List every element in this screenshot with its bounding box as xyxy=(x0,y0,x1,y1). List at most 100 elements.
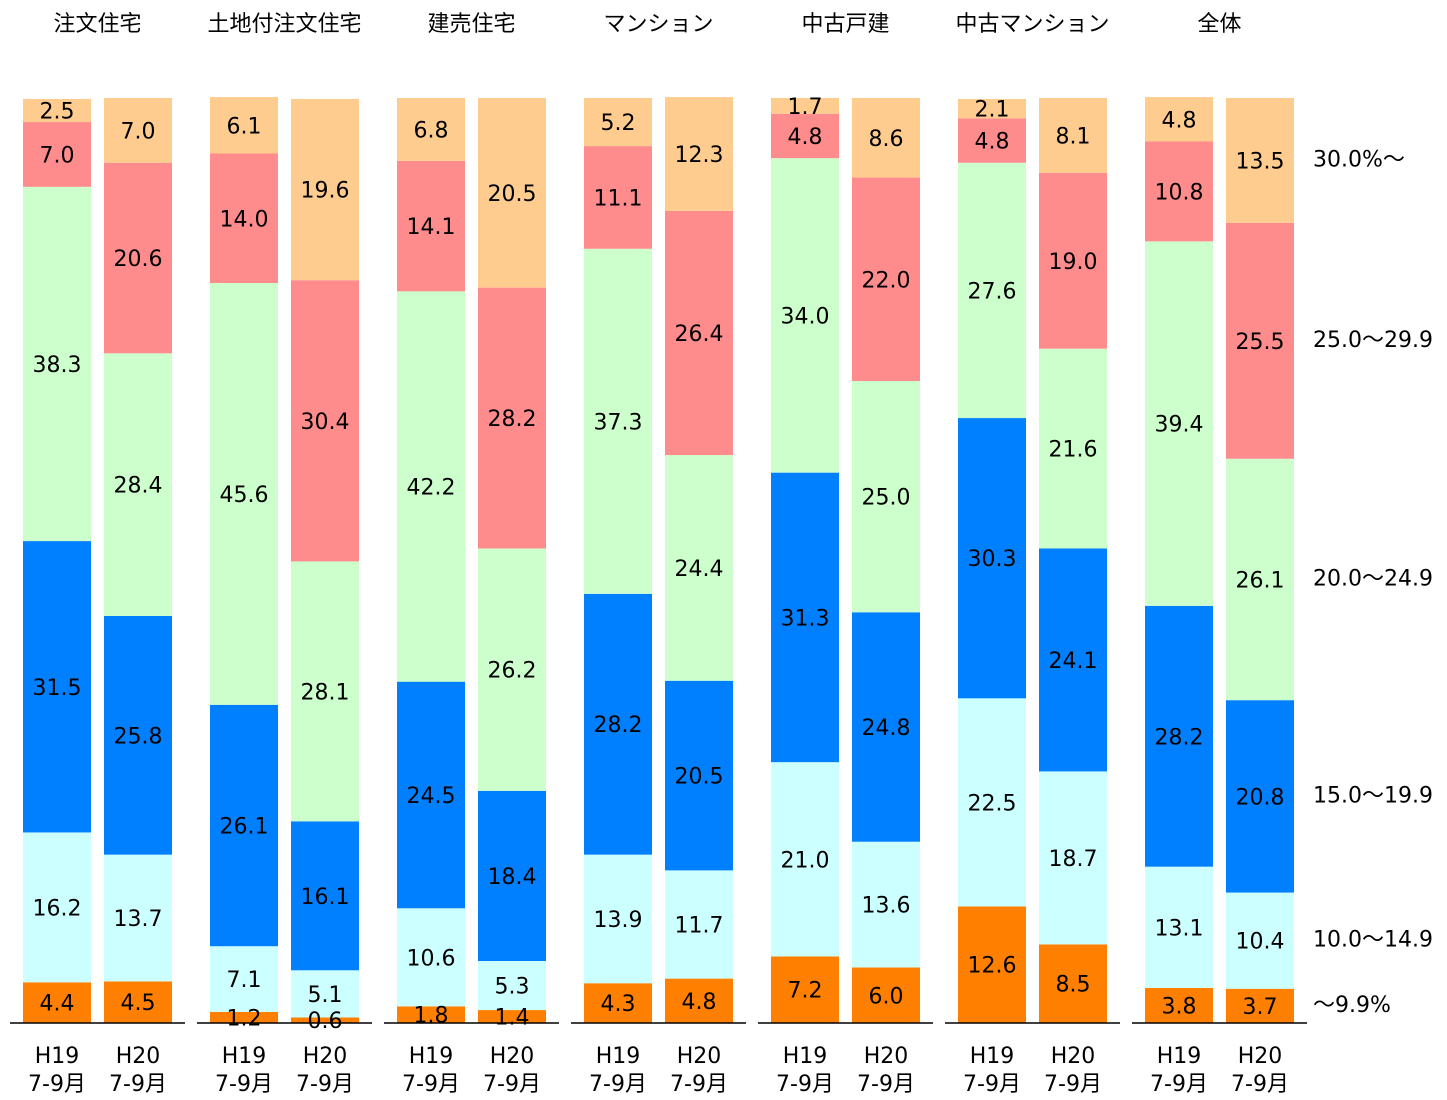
value-label: 19.0 xyxy=(1049,250,1098,275)
x-tick-label: H20 xyxy=(116,1044,161,1069)
legend-label: 30.0%～ xyxy=(1313,147,1405,172)
value-label: 10.4 xyxy=(1236,930,1285,955)
bar-segment xyxy=(1226,892,1294,989)
bar-segment xyxy=(958,162,1026,419)
value-label: 13.5 xyxy=(1236,149,1285,174)
value-label: 6.8 xyxy=(414,118,449,143)
x-tick-label: H20 xyxy=(677,1044,722,1069)
x-tick-label: H20 xyxy=(1238,1044,1283,1069)
legend-label: ～9.9% xyxy=(1313,993,1391,1018)
bar-segment xyxy=(291,561,359,822)
bar-segment xyxy=(1039,771,1107,945)
value-label: 1.7 xyxy=(788,95,823,120)
bar-segment xyxy=(584,593,652,855)
value-label: 8.1 xyxy=(1056,124,1091,149)
value-label: 19.6 xyxy=(301,179,350,204)
value-label: 1.4 xyxy=(495,1006,530,1031)
x-tick-label: 7-9月 xyxy=(296,1072,354,1097)
bar-segment xyxy=(852,841,920,968)
x-tick-label: H19 xyxy=(783,1044,828,1069)
bar-segment xyxy=(665,870,733,979)
value-label: 14.0 xyxy=(220,207,269,232)
bar-segment xyxy=(771,113,839,159)
bar-segment xyxy=(397,160,465,292)
bar-segment xyxy=(478,1010,546,1023)
x-tick-label: 7-9月 xyxy=(402,1072,460,1097)
bar-segment xyxy=(104,162,172,354)
bar-segment xyxy=(771,762,839,957)
bar-segment xyxy=(1145,987,1213,1023)
group-title: 中古マンション xyxy=(955,12,1109,37)
bar-segment xyxy=(23,832,91,983)
legend-label: 25.0～29.9 xyxy=(1313,328,1433,353)
bar-segment xyxy=(1145,141,1213,242)
bar-segment xyxy=(23,186,91,542)
value-label: 4.4 xyxy=(40,992,75,1017)
bar-segment xyxy=(958,98,1026,119)
value-label: 20.6 xyxy=(114,247,163,272)
bar-segment xyxy=(397,908,465,1007)
x-tick-label: 7-9月 xyxy=(857,1072,915,1097)
bar-segment xyxy=(1145,241,1213,606)
bar-segment xyxy=(771,472,839,763)
group-title: 土地付注文住宅 xyxy=(207,12,361,37)
value-label: 37.3 xyxy=(594,410,643,435)
bar-segment xyxy=(291,970,359,1018)
bar-segment xyxy=(1226,98,1294,223)
bar-segment xyxy=(210,97,278,154)
legend-label: 15.0～19.9 xyxy=(1313,783,1433,808)
x-tick-label: H20 xyxy=(864,1044,909,1069)
value-label: 26.1 xyxy=(1236,568,1285,593)
x-tick-label: 7-9月 xyxy=(963,1072,1021,1097)
value-label: 28.2 xyxy=(488,407,537,432)
bar-segment xyxy=(397,291,465,682)
x-tick-label: H19 xyxy=(35,1044,80,1069)
value-label: 26.2 xyxy=(488,659,537,684)
bar-segment xyxy=(665,978,733,1023)
value-label: 25.5 xyxy=(1236,330,1285,355)
value-label: 24.4 xyxy=(675,557,724,582)
bar-segment xyxy=(771,98,839,114)
bar-segment xyxy=(1145,866,1213,988)
bar-segment xyxy=(478,287,546,549)
bar-segment xyxy=(210,704,278,947)
value-label: 24.8 xyxy=(862,716,911,741)
bar-segment xyxy=(210,153,278,283)
value-label: 2.5 xyxy=(40,99,75,124)
value-label: 16.2 xyxy=(33,896,82,921)
bar-segment xyxy=(210,283,278,705)
bar-segment xyxy=(23,982,91,1023)
value-label: 6.1 xyxy=(227,114,262,139)
bar-segment xyxy=(397,98,465,161)
bar-segment xyxy=(1039,348,1107,549)
x-tick-label: 7-9月 xyxy=(1150,1072,1208,1097)
x-tick-label: 7-9月 xyxy=(776,1072,834,1097)
value-label: 13.6 xyxy=(862,894,911,919)
bar-segment xyxy=(852,381,920,613)
bar-segment xyxy=(1226,458,1294,701)
value-label: 1.2 xyxy=(227,1006,262,1031)
bar-segment xyxy=(852,177,920,382)
bar-segment xyxy=(397,681,465,909)
value-label: 38.3 xyxy=(33,353,82,378)
bar-segment xyxy=(478,961,546,1011)
bar-segment xyxy=(478,548,546,791)
value-label: 10.8 xyxy=(1155,180,1204,205)
value-label: 4.3 xyxy=(601,992,636,1017)
value-label: 42.2 xyxy=(407,476,456,501)
x-tick-label: H20 xyxy=(303,1044,348,1069)
x-tick-label: 7-9月 xyxy=(215,1072,273,1097)
value-label: 8.6 xyxy=(869,127,904,152)
bar-segment xyxy=(1226,700,1294,893)
value-label: 18.7 xyxy=(1049,847,1098,872)
x-tick-label: 7-9月 xyxy=(483,1072,541,1097)
value-label: 30.3 xyxy=(968,547,1017,572)
value-label: 28.2 xyxy=(594,713,643,738)
value-label: 3.7 xyxy=(1243,995,1278,1020)
value-label: 5.1 xyxy=(308,983,343,1008)
value-label: 4.8 xyxy=(682,990,717,1015)
bar-segment xyxy=(584,146,652,249)
value-label: 12.6 xyxy=(968,954,1017,979)
bar-segment xyxy=(1145,605,1213,867)
